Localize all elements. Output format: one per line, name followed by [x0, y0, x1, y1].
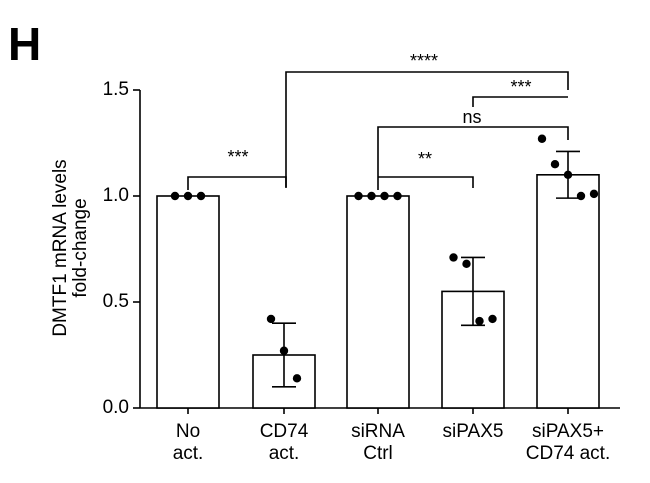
data-point	[354, 191, 363, 201]
x-tick-label: Ctrl	[363, 443, 393, 464]
significance-bracket	[285, 71, 569, 187]
significance-label: **	[418, 149, 432, 169]
significance-bracket	[378, 176, 474, 188]
x-tick-label: act.	[269, 443, 300, 464]
significance-bracket	[187, 176, 287, 190]
y-tick-label: 0.0	[103, 397, 129, 418]
data-point	[449, 253, 458, 262]
panel-label: H	[8, 18, 41, 70]
y-label: DMTF1 mRNA levels fold-change	[50, 159, 91, 336]
x-tick-label: siRNA	[351, 421, 405, 442]
data-point	[462, 259, 471, 269]
data-point	[550, 160, 560, 169]
x-tick-label: CD74	[260, 421, 309, 442]
data-point	[563, 170, 573, 179]
x-tick-label: No	[176, 421, 200, 442]
data-point	[537, 134, 547, 143]
data-point	[475, 316, 484, 326]
data-point	[380, 191, 389, 201]
data-point	[266, 314, 276, 324]
significance-label: ns	[462, 107, 481, 127]
data-point	[292, 374, 302, 383]
bar	[536, 174, 600, 409]
error-bar	[461, 256, 485, 327]
data-point	[196, 191, 206, 201]
y-label-line: fold-change	[70, 198, 91, 297]
error-bar	[272, 322, 296, 388]
significance-label: ****	[410, 51, 438, 71]
y-label-line: DMTF1 mRNA levels	[50, 159, 71, 336]
data-point	[576, 191, 586, 201]
data-point	[183, 191, 193, 201]
significance-label: ***	[510, 77, 531, 97]
bar	[346, 195, 410, 409]
significance-label: ***	[227, 147, 248, 167]
significance-bracket	[377, 126, 569, 190]
y-tick-label: 1.0	[103, 185, 129, 206]
bar	[156, 195, 220, 409]
data-point	[393, 191, 402, 201]
x-tick-label: siPAX5	[443, 421, 504, 442]
y-tick-label: 0.5	[103, 291, 129, 312]
x-tick-label: siPAX5+	[532, 421, 604, 442]
data-point	[170, 191, 180, 201]
data-point	[488, 314, 497, 324]
data-point	[367, 191, 376, 201]
data-point	[279, 346, 289, 355]
significance-bracket	[472, 96, 568, 107]
y-tick-label: 1.5	[103, 79, 129, 100]
x-tick-label: CD74 act.	[526, 443, 610, 464]
x-tick-label: act.	[173, 443, 204, 464]
data-point	[589, 189, 599, 199]
